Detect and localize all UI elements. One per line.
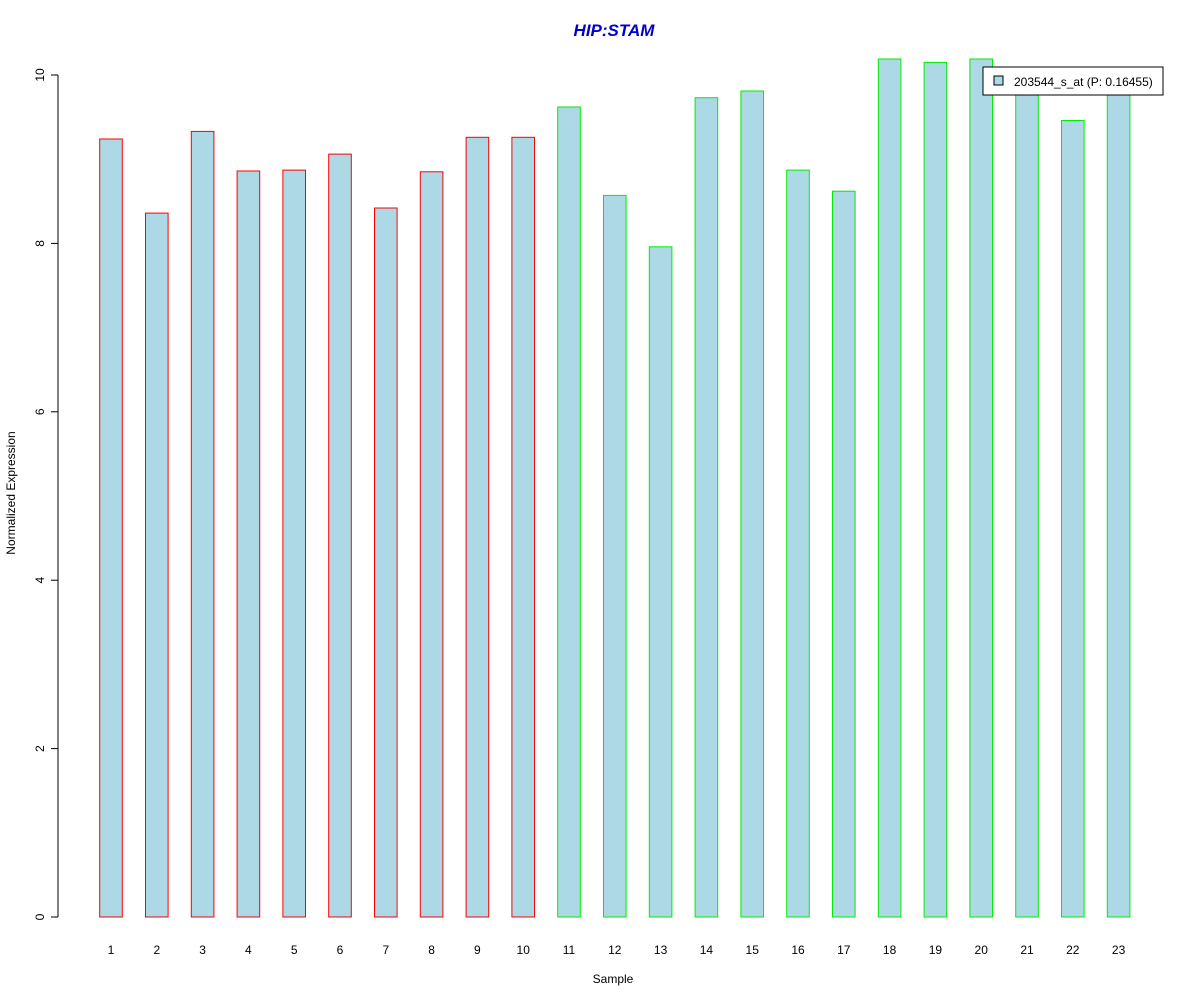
bar-sample-11 bbox=[557, 106, 581, 918]
x-tick-label: 14 bbox=[700, 943, 714, 957]
bar-sample-4 bbox=[236, 170, 261, 918]
bar-sample-16 bbox=[786, 169, 810, 918]
x-tick-label: 21 bbox=[1020, 943, 1034, 957]
y-tick-label: 4 bbox=[33, 577, 47, 584]
x-axis-label: Sample bbox=[593, 972, 634, 986]
x-tick-label: 9 bbox=[474, 943, 481, 957]
legend: 203544_s_at (P: 0.16455) bbox=[982, 66, 1164, 96]
bar-sample-1 bbox=[99, 138, 123, 918]
bar-sample-22 bbox=[1061, 120, 1085, 918]
x-tick-label: 11 bbox=[563, 943, 576, 957]
bar-sample-21 bbox=[1015, 76, 1039, 918]
y-tick-label: 0 bbox=[33, 913, 47, 920]
bar-sample-18 bbox=[877, 58, 902, 918]
bar-sample-13 bbox=[648, 246, 673, 918]
legend-label: 203544_s_at (P: 0.16455) bbox=[1014, 75, 1153, 89]
x-tick-label: 23 bbox=[1112, 943, 1126, 957]
y-axis-label: Normalized Expression bbox=[4, 431, 18, 554]
x-tick-label: 20 bbox=[975, 943, 989, 957]
x-tick-label: 6 bbox=[337, 943, 344, 957]
legend-box bbox=[982, 66, 1164, 96]
chart-title: HIP:STAM bbox=[574, 21, 656, 40]
x-tick-label: 12 bbox=[608, 943, 622, 957]
bar-sample-6 bbox=[328, 153, 352, 918]
bar-sample-20 bbox=[969, 58, 994, 918]
y-tick-label: 6 bbox=[33, 408, 47, 415]
x-tick-label: 13 bbox=[654, 943, 668, 957]
bar-sample-5 bbox=[282, 169, 306, 918]
y-tick-label: 2 bbox=[33, 745, 47, 752]
bar-sample-8 bbox=[419, 171, 444, 918]
y-axis: 0 2 4 6 8 10 bbox=[33, 68, 59, 920]
x-tick-label: 3 bbox=[199, 943, 206, 957]
x-tick-labels: 1 2 3 4 5 6 7 8 9 10 11 12 13 14 15 16 17 18 19 20 21 22 23 bbox=[108, 943, 1126, 957]
x-tick-label: 7 bbox=[382, 943, 389, 957]
bar-sample-3 bbox=[190, 130, 215, 918]
x-tick-label: 8 bbox=[428, 943, 435, 957]
x-tick-label: 4 bbox=[245, 943, 252, 957]
bar-sample-10 bbox=[511, 136, 535, 918]
y-tick-label: 10 bbox=[33, 68, 47, 82]
x-tick-label: 10 bbox=[517, 943, 531, 957]
x-tick-label: 17 bbox=[837, 943, 851, 957]
x-tick-label: 22 bbox=[1066, 943, 1080, 957]
bar-sample-17 bbox=[832, 190, 856, 918]
x-tick-label: 1 bbox=[108, 943, 115, 957]
x-tick-label: 5 bbox=[291, 943, 298, 957]
bar-sample-14 bbox=[694, 97, 719, 918]
x-tick-label: 19 bbox=[929, 943, 943, 957]
bar-sample-12 bbox=[603, 194, 627, 918]
bar-sample-7 bbox=[374, 207, 398, 918]
bar-sample-2 bbox=[145, 212, 169, 918]
x-tick-label: 16 bbox=[791, 943, 805, 957]
x-tick-label: 18 bbox=[883, 943, 897, 957]
bar-sample-23 bbox=[1106, 72, 1131, 918]
bars bbox=[99, 58, 1131, 918]
bar-sample-9 bbox=[465, 136, 490, 918]
y-tick-label: 8 bbox=[33, 240, 47, 247]
legend-swatch bbox=[993, 75, 1004, 86]
bar-sample-15 bbox=[740, 90, 765, 918]
x-tick-label: 2 bbox=[153, 943, 160, 957]
x-tick-label: 15 bbox=[746, 943, 760, 957]
bar-sample-19 bbox=[923, 61, 948, 918]
